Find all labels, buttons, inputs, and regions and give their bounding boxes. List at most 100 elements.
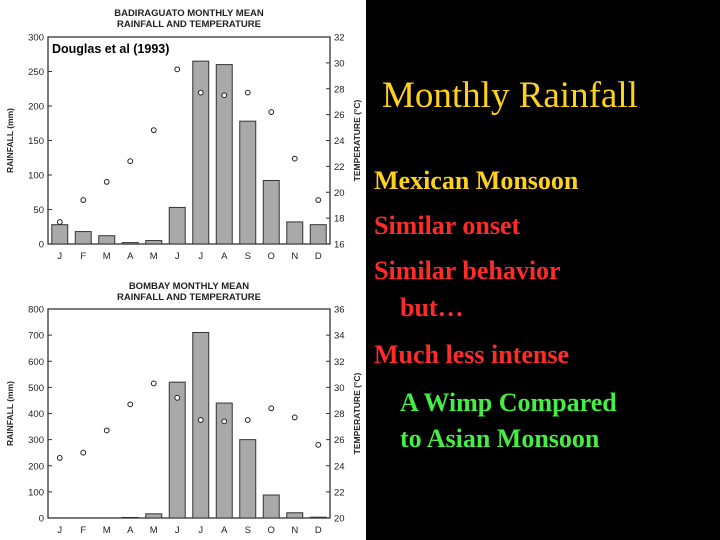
y-tick-label: 150 — [28, 136, 44, 147]
temperature-point — [103, 179, 110, 185]
y2-tick-label: 28 — [334, 84, 345, 95]
y2-tick-label: 30 — [334, 383, 345, 394]
temperature-point — [268, 109, 275, 115]
x-tick-label: A — [127, 251, 134, 262]
temperature-point — [174, 394, 181, 401]
x-tick-label: J — [175, 251, 180, 262]
temperature-point — [127, 401, 134, 408]
bullet-similar-behavior: Similar behavior — [374, 256, 561, 285]
temperature-point — [221, 92, 228, 99]
y2-tick-label: 26 — [334, 110, 345, 121]
rainfall-bar — [286, 221, 304, 245]
y2-tick-label: 24 — [334, 136, 345, 147]
temperature-point — [80, 449, 87, 456]
rainfall-bar — [286, 512, 304, 519]
x-tick-label: N — [291, 251, 298, 262]
chart-panel: BADIRAGUATO MONTHLY MEAN RAINFALL AND TEM… — [0, 0, 366, 540]
y-axis-label: RAINFALL (mm) — [5, 381, 15, 446]
rainfall-bar — [309, 516, 327, 519]
y2-axis-label: TEMPERATURE (°C) — [352, 373, 362, 455]
rainfall-bar — [192, 332, 210, 519]
y-tick-label: 700 — [28, 331, 44, 342]
bullet-but: but… — [400, 293, 464, 322]
temperature-point — [174, 66, 181, 73]
y2-tick-label: 32 — [334, 357, 345, 368]
rainfall-bar — [74, 231, 92, 245]
citation-annotation: Douglas et al (1993) — [52, 42, 169, 56]
temperature-point — [80, 197, 87, 203]
y-tick-label: 300 — [28, 33, 44, 44]
plot-frame — [47, 308, 331, 519]
y2-tick-label: 20 — [334, 514, 345, 525]
x-tick-label: J — [57, 525, 62, 536]
bullet-mexican-monsoon: Mexican Monsoon — [374, 166, 579, 195]
y2-tick-label: 30 — [334, 58, 345, 69]
x-tick-label: D — [315, 251, 322, 262]
x-tick-label: M — [103, 251, 111, 262]
x-tick-label: A — [221, 525, 228, 536]
rainfall-bar — [121, 516, 139, 519]
x-tick-label: N — [291, 525, 298, 536]
temperature-point — [150, 380, 157, 387]
y-tick-label: 200 — [28, 461, 44, 472]
temperature-point — [103, 427, 110, 434]
bullet-wimp-compared: A Wimp Compared — [400, 388, 617, 417]
x-tick-label: J — [198, 525, 203, 536]
y2-tick-label: 36 — [334, 305, 345, 316]
rainfall-bar — [145, 513, 163, 519]
y2-tick-label: 26 — [334, 435, 345, 446]
y-tick-label: 100 — [28, 487, 44, 498]
y-tick-label: 0 — [39, 514, 44, 525]
slide-title: Monthly Rainfall — [382, 75, 638, 116]
temperature-point — [197, 417, 204, 423]
y-tick-label: 800 — [28, 305, 44, 316]
bullet-asian-monsoon: to Asian Monsoon — [400, 424, 600, 453]
rainfall-bar — [215, 64, 233, 245]
y2-tick-label: 32 — [334, 33, 345, 44]
chart-subtitle: RAINFALL AND TEMPERATURE — [117, 19, 261, 30]
plot-frame — [47, 36, 331, 245]
temperature-point — [291, 414, 298, 421]
y2-axis-label: TEMPERATURE (°C) — [352, 100, 362, 182]
y2-tick-label: 22 — [334, 487, 345, 498]
y2-tick-label: 24 — [334, 461, 345, 472]
temperature-point — [315, 197, 322, 203]
y-tick-label: 200 — [28, 102, 44, 113]
rainfall-bar — [98, 235, 116, 245]
chart-subtitle: RAINFALL AND TEMPERATURE — [117, 292, 261, 303]
chart-title: BADIRAGUATO MONTHLY MEAN — [114, 8, 264, 19]
rainfall-bar — [239, 120, 257, 245]
temperature-point — [150, 127, 157, 134]
y-tick-label: 400 — [28, 409, 44, 420]
x-tick-label: O — [268, 251, 275, 262]
x-tick-label: S — [245, 525, 251, 536]
temperature-point — [291, 155, 298, 162]
rainfall-bar — [215, 402, 233, 519]
y-tick-label: 0 — [39, 240, 44, 251]
temperature-point — [244, 89, 251, 96]
rainfall-bar — [121, 242, 139, 245]
temperature-point — [197, 89, 204, 96]
rainfall-bar — [262, 494, 280, 519]
temperature-point — [268, 405, 275, 412]
rainfall-bar — [168, 381, 186, 519]
rainfall-bar — [309, 224, 327, 245]
rainfall-bar — [51, 224, 69, 245]
y-tick-label: 600 — [28, 357, 44, 368]
rainfall-bar — [192, 60, 210, 245]
x-tick-label: M — [150, 251, 158, 262]
y-tick-label: 250 — [28, 67, 44, 78]
bullet-similar-onset: Similar onset — [374, 211, 521, 240]
x-tick-label: O — [268, 525, 275, 536]
y2-tick-label: 18 — [334, 214, 345, 225]
y2-tick-label: 20 — [334, 188, 345, 199]
x-tick-label: J — [175, 525, 180, 536]
x-tick-label: A — [221, 251, 228, 262]
temperature-point — [315, 441, 322, 448]
temperature-point — [127, 158, 134, 165]
y2-tick-label: 16 — [334, 240, 345, 251]
y-tick-label: 500 — [28, 383, 44, 394]
temperature-point — [56, 219, 63, 225]
